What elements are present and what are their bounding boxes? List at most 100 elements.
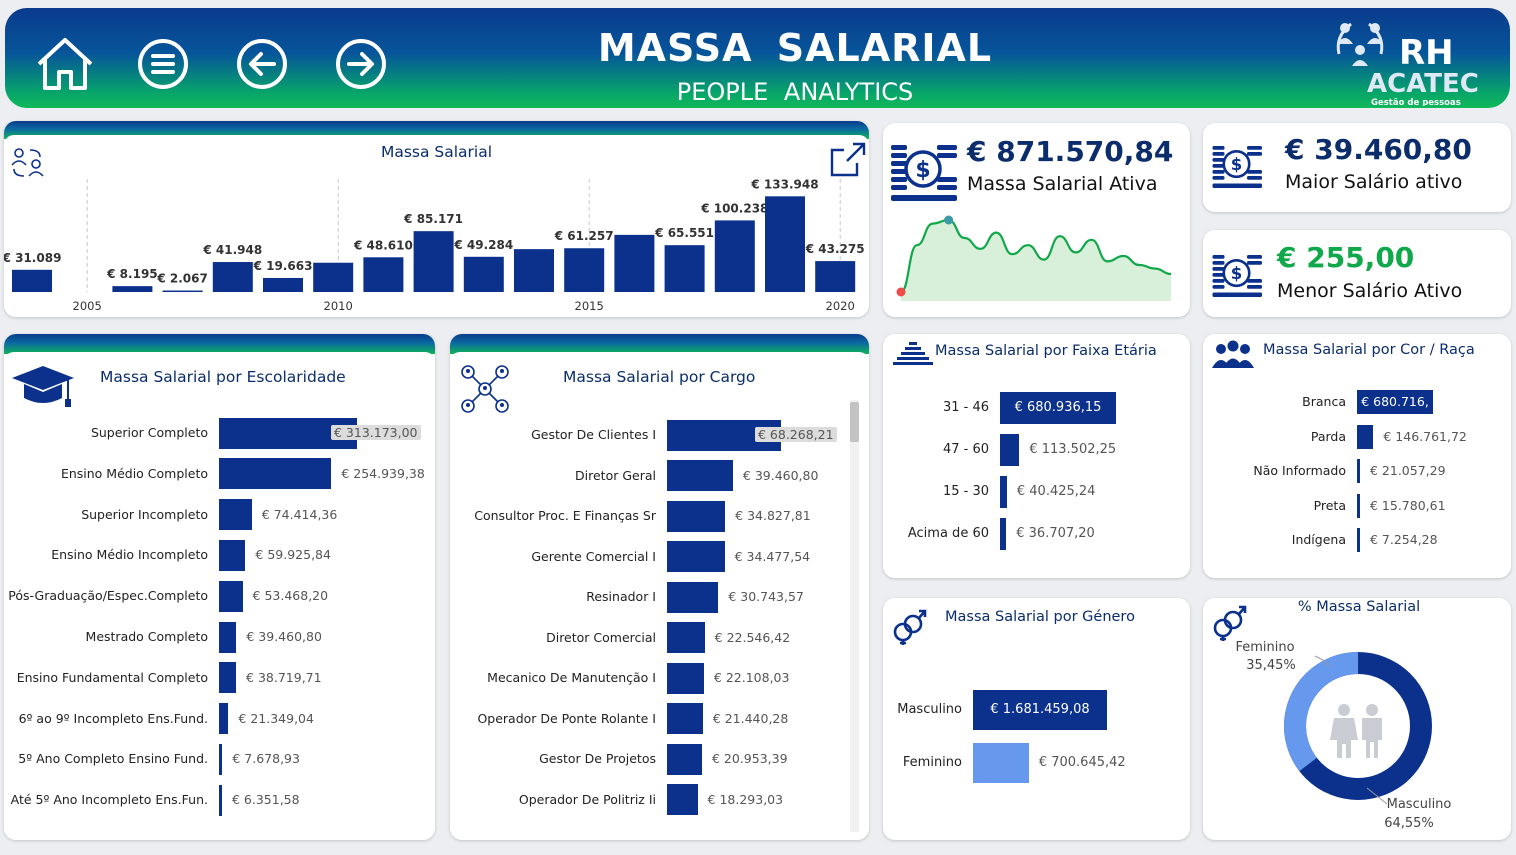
row-label: Ensino Fundamental Completo bbox=[16, 669, 208, 685]
min-point bbox=[896, 287, 906, 297]
row-label: Branca bbox=[1302, 394, 1346, 409]
massa-salarial-card: Massa Salarial € 31.089 € 8.195 € 2.067 € 4… bbox=[4, 121, 869, 317]
row-bar bbox=[667, 703, 703, 734]
donut-slice-feminino bbox=[1284, 651, 1432, 800]
kpi-maior-value: € 39.460,80 bbox=[1285, 133, 1472, 166]
row-bar bbox=[219, 784, 222, 816]
chart-title: Massa Salarial por Cargo bbox=[563, 368, 756, 386]
timeline-bar bbox=[815, 261, 856, 292]
network-icon bbox=[461, 365, 509, 413]
gender-icon bbox=[893, 609, 927, 645]
row-value: € 30.743,57 bbox=[728, 589, 804, 604]
graduation-cap-icon bbox=[12, 366, 74, 407]
row-value: € 15.780,61 bbox=[1370, 497, 1446, 513]
data-label: € 49.284 bbox=[453, 238, 513, 252]
row-bar bbox=[219, 580, 243, 612]
money-stack-icon: $ bbox=[1212, 146, 1262, 188]
row-label: 15 - 30 bbox=[942, 484, 989, 499]
row-value: € 20.953,39 bbox=[711, 751, 788, 766]
row-label: Resinador I bbox=[586, 589, 656, 604]
row-label: Diretor Geral bbox=[575, 467, 656, 483]
row-bar bbox=[219, 539, 246, 571]
card-topbar bbox=[4, 334, 435, 354]
logo-brand: ACATEC bbox=[1367, 69, 1479, 99]
genero-card: Massa Salarial por Género Masculino € 1.6… bbox=[883, 598, 1190, 840]
kpi-massa-ativa-label: Massa Salarial Ativa bbox=[967, 173, 1158, 195]
row-label: 31 - 46 bbox=[942, 400, 989, 415]
row-value: € 39.460,80 bbox=[742, 467, 819, 483]
row-value: € 21.349,04 bbox=[238, 710, 314, 726]
chart-title: Massa Salarial bbox=[380, 143, 493, 161]
cor-raca-card: Massa Salarial por Cor / Raça Branca € 68… bbox=[1203, 334, 1511, 578]
timeline-bar bbox=[413, 231, 454, 292]
row-bar bbox=[1357, 493, 1360, 518]
money-stack-icon: $ bbox=[1212, 255, 1262, 297]
row-value: € 18.293,03 bbox=[707, 791, 784, 807]
row-label: Ensino Médio Completo bbox=[60, 465, 208, 481]
company-logo: RH ACATEC Gestão de pessoas bbox=[1327, 14, 1487, 108]
timeline-bar bbox=[564, 248, 605, 292]
cargo-card: Massa Salarial por Cargo Gestor De Clien… bbox=[450, 334, 869, 840]
kpi-maior-card: $ € 39.460,80 Maior Salário ativo bbox=[1203, 123, 1511, 212]
row-bar bbox=[667, 784, 698, 815]
escolaridade-card: Massa Salarial por Escolaridade Superior… bbox=[4, 334, 435, 840]
data-label: € 41.948 bbox=[202, 243, 262, 257]
data-label: € 133.948 bbox=[750, 177, 818, 191]
scrollbar-thumb[interactable] bbox=[850, 402, 859, 442]
row-bar bbox=[1000, 518, 1007, 550]
chart-title: Massa Salarial por Género bbox=[945, 609, 1135, 625]
row-value: € 21.440,28 bbox=[712, 710, 789, 726]
row-bar bbox=[973, 743, 1029, 783]
group-people-icon bbox=[1212, 340, 1254, 368]
row-bar bbox=[667, 581, 719, 613]
row-label: Mecanico De Manutenção I bbox=[487, 670, 656, 685]
scrollbar-track[interactable] bbox=[850, 400, 859, 832]
row-label: Parda bbox=[1310, 428, 1346, 444]
row-bar bbox=[1357, 424, 1374, 449]
row-bar bbox=[1357, 459, 1360, 483]
row-value: € 1.681.459,08 bbox=[990, 702, 1090, 717]
row-label: Mestrado Completo bbox=[85, 629, 208, 644]
timeline-chart: € 31.089 € 8.195 € 2.067 € 41.948 € 19.663 € … bbox=[4, 177, 865, 313]
data-label: € 61.257 bbox=[554, 229, 614, 243]
arrow-right-icon[interactable] bbox=[331, 34, 391, 94]
row-value: € 40.425,24 bbox=[1016, 484, 1096, 499]
x-tick-label: 2005 bbox=[73, 299, 102, 313]
row-value: € 38.719,71 bbox=[246, 669, 322, 685]
logo-tag: Gestão de pessoas bbox=[1371, 98, 1461, 106]
pyramid-icon bbox=[893, 342, 933, 365]
kpi-menor-label: Menor Salário Ativo bbox=[1277, 280, 1463, 302]
row-value: € 22.546,42 bbox=[714, 629, 791, 645]
timeline-bar bbox=[263, 277, 303, 292]
leader-line bbox=[1366, 787, 1388, 805]
menu-icon[interactable] bbox=[133, 34, 193, 94]
home-icon[interactable] bbox=[33, 34, 93, 94]
svg-text:$: $ bbox=[1231, 264, 1242, 283]
timeline-bar bbox=[162, 290, 203, 293]
row-value: € 34.477,54 bbox=[734, 548, 811, 564]
row-value: € 680.936,15 bbox=[1014, 400, 1102, 415]
svg-text:$: $ bbox=[915, 158, 930, 183]
card-topbar bbox=[450, 334, 869, 354]
arrow-left-icon[interactable] bbox=[232, 34, 292, 94]
row-bar bbox=[1000, 434, 1020, 466]
chart-title: % Massa Salarial bbox=[1297, 599, 1421, 615]
row-bar bbox=[667, 662, 704, 694]
timeline-bar bbox=[212, 262, 253, 292]
row-bar bbox=[1357, 528, 1360, 552]
gender-icon bbox=[1213, 605, 1247, 641]
row-bar bbox=[1357, 390, 1433, 414]
row-value: € 34.827,81 bbox=[735, 508, 811, 523]
row-bar bbox=[219, 662, 237, 694]
row-label: Gestor De Projetos bbox=[539, 751, 656, 766]
donut-label-feminino: Feminino bbox=[1235, 640, 1294, 655]
data-label: € 31.089 bbox=[4, 251, 61, 265]
timeline-bar bbox=[664, 245, 705, 292]
data-label: € 43.275 bbox=[805, 242, 865, 256]
page-title: MASSA SALARIAL bbox=[597, 26, 993, 70]
people-icon bbox=[1330, 704, 1382, 758]
timeline-bar bbox=[363, 257, 404, 292]
timeline-bar bbox=[112, 286, 153, 292]
person-head bbox=[1338, 704, 1350, 716]
expand-icon[interactable] bbox=[827, 141, 867, 179]
